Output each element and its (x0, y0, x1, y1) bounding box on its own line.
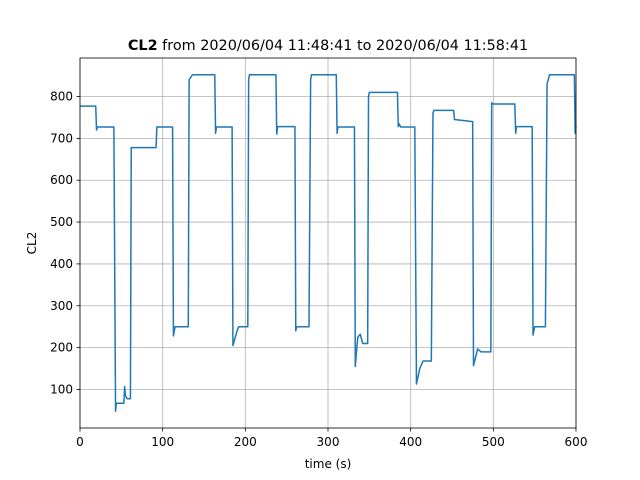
y-tick-label: 500 (50, 215, 73, 229)
y-tick-label: 800 (50, 90, 73, 104)
x-tick-label: 200 (234, 435, 257, 449)
data-line (80, 73, 577, 413)
y-tick-label: 700 (50, 131, 73, 145)
plot-area: 0 100 200 300 400 500 600 100 200 300 400 500 600 700… (50, 57, 588, 449)
x-axis-label: time (s) (305, 457, 352, 471)
x-tick-label: 0 (76, 435, 84, 449)
title-rest: from 2020/06/04 11:48:41 to 2020/06/04 1… (162, 38, 528, 54)
y-axis-label: CL2 (25, 232, 39, 255)
chart-title: CL2 from 2020/06/04 11:48:41 to 2020/06/… (128, 38, 528, 54)
x-tick-label: 300 (317, 435, 340, 449)
x-tick-label: 100 (151, 435, 174, 449)
x-tick-label: 500 (482, 435, 505, 449)
y-tick-label: 600 (50, 173, 73, 187)
x-tick-label: 400 (399, 435, 422, 449)
y-tick-label: 300 (50, 299, 73, 313)
y-tick-label: 100 (50, 382, 73, 396)
y-tick-label: 400 (50, 257, 73, 271)
title-bold: CL2 (128, 38, 158, 54)
y-tick-label: 200 (50, 341, 73, 355)
axes-frame (79, 57, 577, 429)
x-tick-label: 600 (565, 435, 588, 449)
